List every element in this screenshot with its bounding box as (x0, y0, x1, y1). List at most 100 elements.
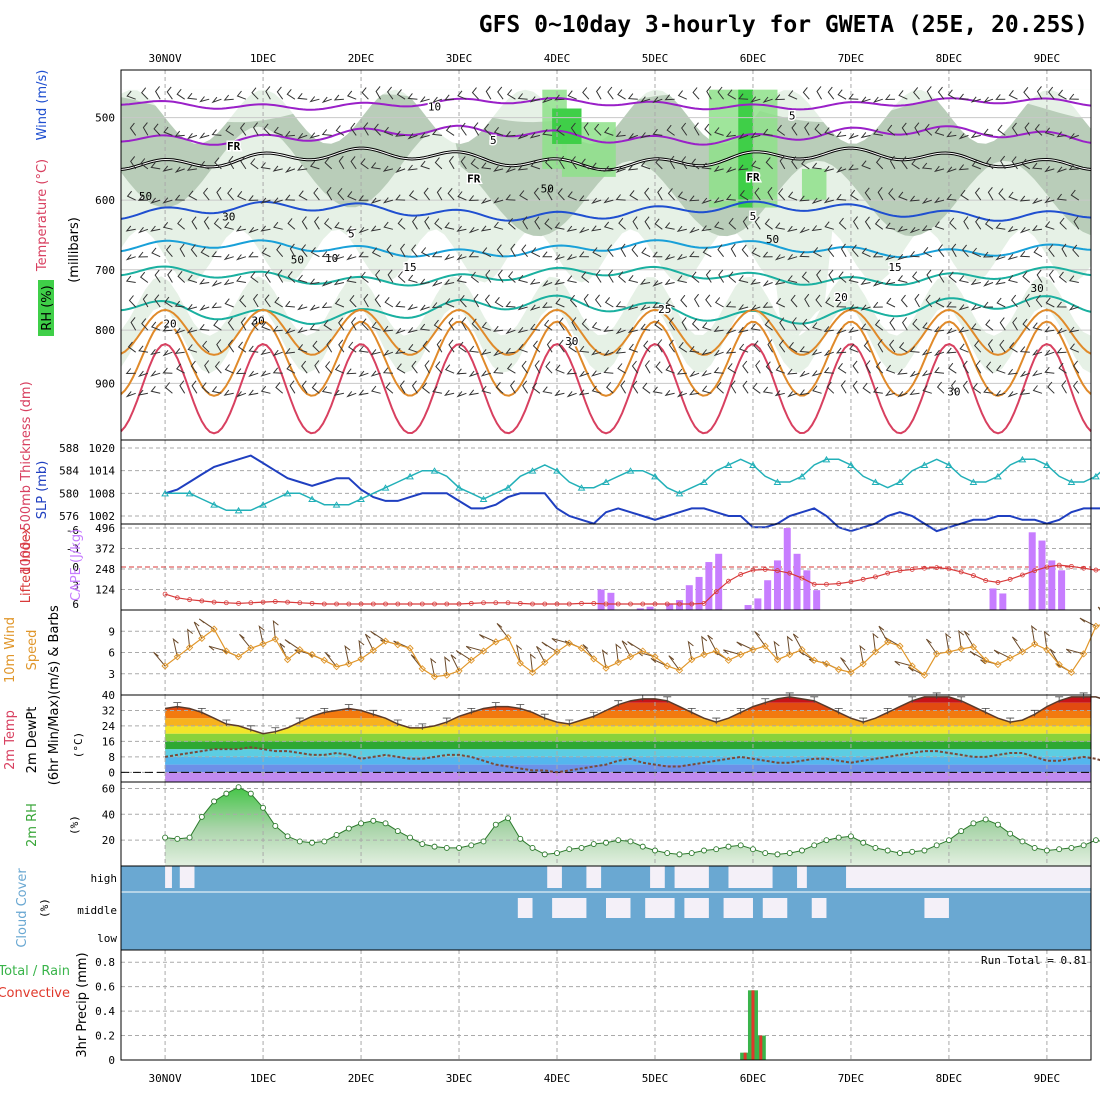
wind-barb-10m (958, 629, 965, 650)
wind-speed-marker (969, 643, 978, 651)
wind-barb (603, 325, 614, 332)
wind-barb (568, 341, 577, 353)
wind-barb (689, 370, 700, 378)
wind-barb (1068, 275, 1079, 283)
wind-barb (971, 247, 982, 258)
lifted-index-marker (419, 601, 425, 607)
cloud-gap-middle (924, 898, 949, 918)
rh-marker (860, 839, 867, 846)
wind-barb (607, 244, 614, 258)
lifted-index-marker (836, 581, 842, 587)
wind-barb (260, 348, 271, 356)
temp-minmax-marker (614, 700, 623, 707)
wind-barb (823, 326, 834, 333)
wind-speed-marker (920, 671, 929, 679)
wind-barb (383, 221, 394, 230)
wind-barb (1024, 293, 1031, 308)
rh-marker (1068, 844, 1075, 851)
wind-barb (370, 225, 381, 232)
wind-barb (615, 166, 626, 173)
wind-barb (751, 247, 761, 258)
wind-barb (154, 294, 161, 308)
wind-barb-10m (872, 632, 879, 652)
wind-barb (799, 226, 810, 234)
wind-barb (909, 250, 920, 258)
isotherm-label: 20 (835, 291, 848, 304)
wind-barb (493, 325, 504, 332)
wind-barb (371, 247, 381, 258)
wind-speed-marker (210, 625, 218, 633)
date-label-bottom: 4DEC (544, 1072, 571, 1085)
wind-barb (578, 389, 589, 396)
wind-barb-10m (364, 633, 374, 651)
wind-barb (799, 195, 810, 202)
rh2m-panel: 20 40 60 2m RH (%) (25, 782, 1100, 866)
wind-barb-10m (1097, 606, 1100, 611)
wind-barb (982, 251, 994, 258)
wind-barb (125, 225, 136, 232)
date-label-bottom: 8DEC (936, 1072, 963, 1085)
wind-barb (1019, 346, 1030, 353)
wind-barb (714, 297, 724, 308)
lifted-index-marker (481, 600, 486, 606)
wind-barb (631, 244, 639, 258)
rh-marker (529, 844, 536, 851)
wind-barb (874, 319, 884, 331)
wind-barb (277, 269, 284, 283)
wind-barb (762, 128, 773, 136)
rh-marker (505, 815, 511, 822)
temp-minmax-marker (883, 708, 892, 715)
wind-barb (1011, 294, 1018, 308)
wind-barb (897, 275, 908, 283)
wind-barb-10m (668, 655, 680, 671)
rh-marker (1019, 838, 1026, 845)
wind-barb (529, 323, 540, 331)
rh-contour-label: 30 (252, 314, 265, 327)
rh-marker (945, 837, 952, 844)
isotherm-label: 30 (565, 335, 578, 348)
thickness-marker (504, 484, 512, 491)
wind-barb (909, 346, 920, 353)
wind-barb (518, 343, 528, 353)
wind-barb (382, 367, 393, 374)
lifted-index-marker (162, 591, 168, 597)
wind-barb (900, 294, 908, 308)
wind-barb (1056, 347, 1067, 354)
lifted-index-marker (432, 601, 437, 607)
rh-marker (272, 822, 279, 829)
date-label-top: 1DEC (250, 52, 277, 65)
wind-barb (837, 362, 847, 374)
wind-barb (570, 156, 578, 170)
wind-barb (693, 122, 700, 136)
wind-barb (137, 194, 148, 201)
wind-barb (150, 225, 161, 232)
cloud-level-label: middle (77, 904, 117, 917)
wind-barb (448, 155, 455, 170)
tick-label: 60 (102, 782, 115, 795)
wind-barb (851, 244, 859, 258)
wind-barb (286, 363, 296, 374)
temp-minmax-marker (442, 717, 451, 725)
lifted-index-marker (199, 598, 205, 604)
rh-marker (296, 838, 303, 845)
wind-barb (897, 253, 908, 261)
wind-barb (521, 360, 528, 374)
tick-label: 900 (95, 377, 115, 390)
wind-barb (272, 349, 283, 357)
wind-speed-marker (982, 656, 990, 664)
wind-barb (140, 158, 149, 170)
axis-title-precip: 3hr Precip (mm) (75, 952, 90, 1057)
wind-barb (555, 364, 565, 374)
wind-speed-marker (492, 638, 500, 646)
wind-barb (141, 318, 149, 331)
temp-minmax-marker (197, 708, 206, 715)
wind-barb (774, 390, 785, 397)
wind-barb (235, 225, 246, 232)
wind-barb (1073, 216, 1080, 230)
wind-barb (692, 87, 700, 100)
wind-barb (727, 363, 737, 374)
tick-label: 0.8 (95, 956, 115, 969)
tick-label-li: 3 (72, 580, 79, 593)
wind-barb (348, 341, 357, 353)
date-label-top: 8DEC (936, 52, 963, 65)
